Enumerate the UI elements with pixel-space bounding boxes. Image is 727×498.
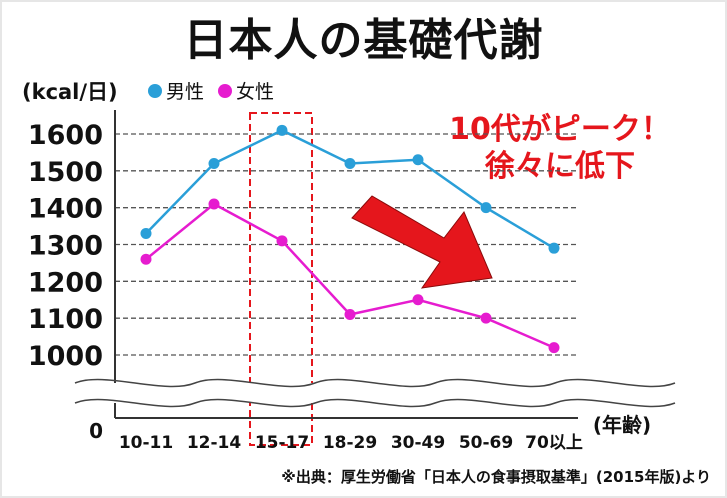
data-point-male xyxy=(548,242,560,254)
highlight-box xyxy=(249,112,313,446)
data-point-female xyxy=(480,312,492,324)
x-tick-label: 30-49 xyxy=(391,433,445,453)
series-line-male xyxy=(145,128,555,250)
y-tick-label: 1200 xyxy=(28,267,103,298)
x-tick-label: 15-17 xyxy=(255,433,309,453)
callout-peak-text: 10代がピーク！ xyxy=(449,112,671,147)
x-axis-label: (年齢) xyxy=(593,413,651,437)
y-tick-label: 1100 xyxy=(28,304,103,335)
data-point-male xyxy=(344,157,356,169)
x-tick-label: 12-14 xyxy=(187,433,242,453)
y-tick-label: 1400 xyxy=(28,194,103,225)
x-tick-label: 70以上 xyxy=(525,433,583,453)
y-tick-label: 1500 xyxy=(28,157,103,188)
data-point-female xyxy=(276,235,288,247)
data-point-female xyxy=(548,342,560,354)
legend-item-female: 女性 xyxy=(218,77,274,104)
y-axis-unit-label: (kcal/日) xyxy=(22,80,118,104)
series-line-female xyxy=(145,202,555,349)
legend-marker-male xyxy=(148,83,162,98)
data-point-male xyxy=(480,202,492,214)
legend-item-male: 男性 xyxy=(148,77,204,104)
chart-title: 日本人の基礎代謝 xyxy=(183,15,544,66)
legend-label-female: 女性 xyxy=(236,81,275,103)
legend-marker-female xyxy=(218,83,233,98)
axis-break-band xyxy=(76,383,580,403)
data-point-female xyxy=(140,253,152,265)
data-point-male xyxy=(140,227,152,239)
x-tick-label: 18-29 xyxy=(323,433,377,453)
y-tick-label: 1600 xyxy=(28,120,103,151)
y-tick-label: 1000 xyxy=(28,341,103,372)
axis-break-wave-top xyxy=(74,378,676,388)
source-note: ※出典：厚生労働省「日本人の食事摂取基準」(2015年版)より xyxy=(281,468,711,486)
decline-arrow-icon xyxy=(351,195,493,289)
callout-decline-text: 徐々に低下 xyxy=(485,149,635,184)
data-point-female xyxy=(412,294,424,306)
x-tick-label: 50-69 xyxy=(459,433,513,453)
x-tick-label: 10-11 xyxy=(119,433,173,453)
y-tick-label: 1300 xyxy=(28,231,103,262)
data-point-female xyxy=(208,198,220,210)
data-point-male xyxy=(276,124,288,136)
axis-break-wave-bottom xyxy=(74,398,676,408)
legend-label-male: 男性 xyxy=(166,81,205,103)
data-point-male xyxy=(208,157,220,169)
y-tick-label-zero: 0 xyxy=(89,419,103,443)
data-point-male xyxy=(412,154,424,166)
data-point-female xyxy=(344,308,356,320)
legend: 男性 女性 xyxy=(148,77,274,104)
